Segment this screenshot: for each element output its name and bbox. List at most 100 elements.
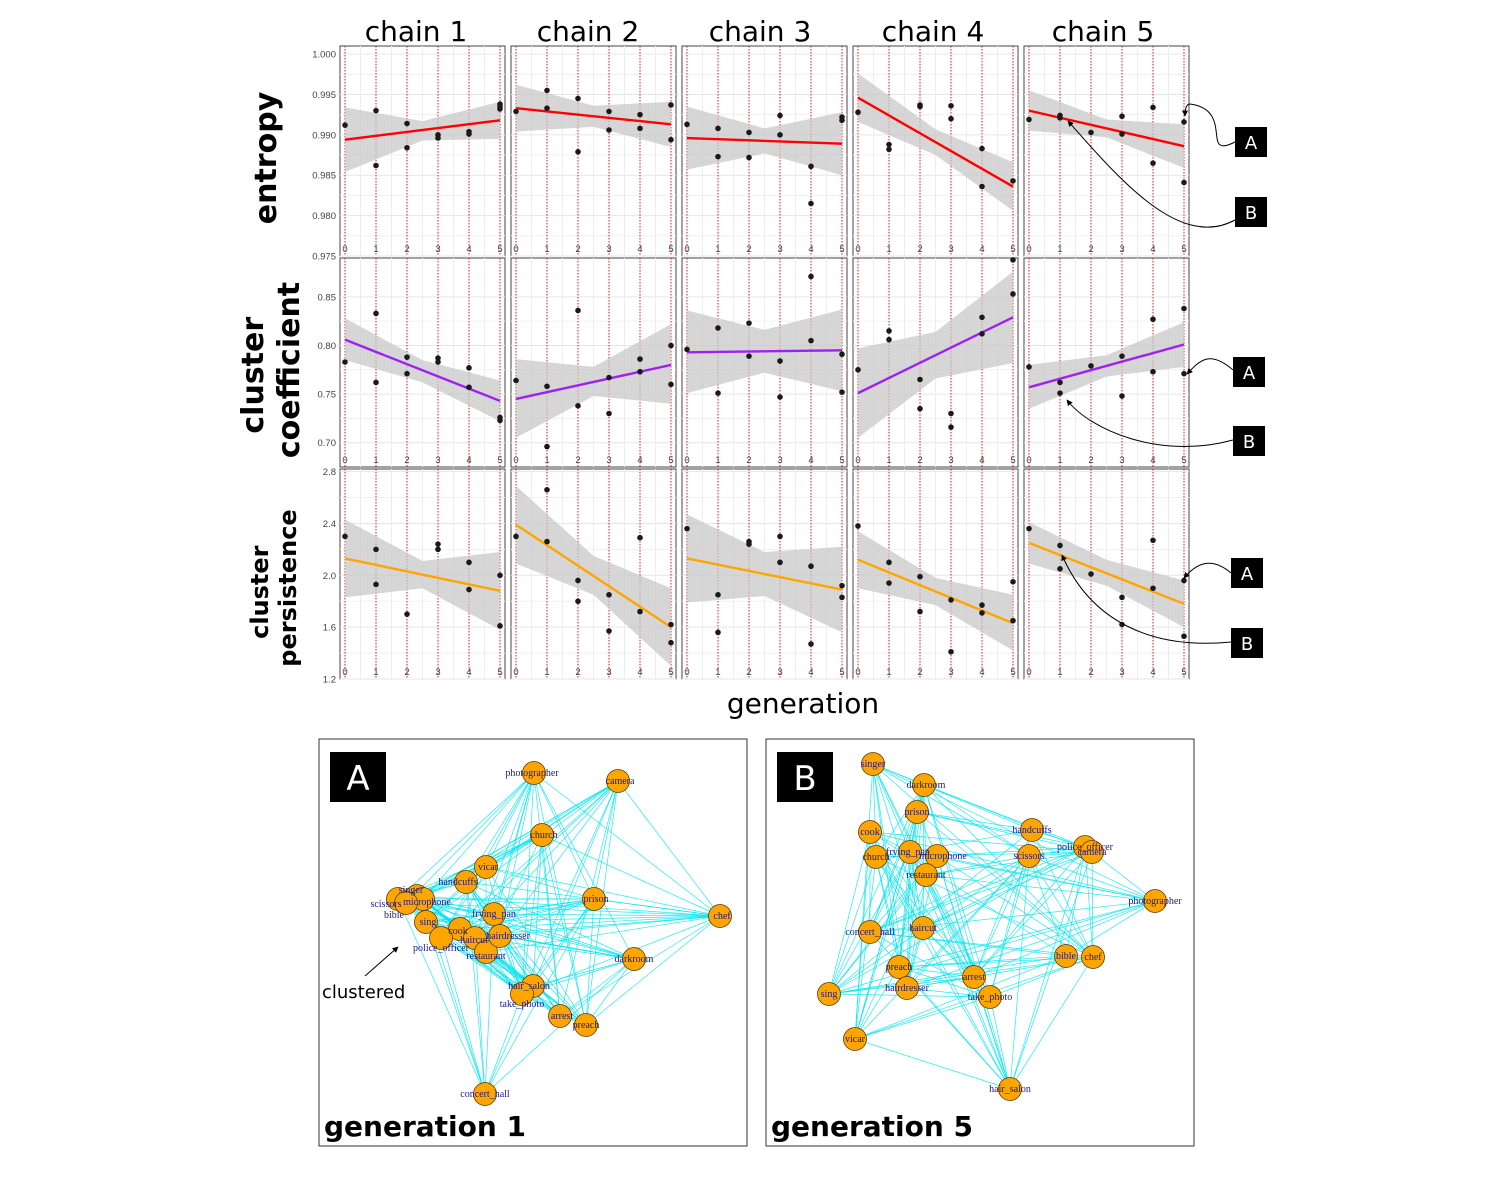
data-point — [979, 314, 985, 321]
network-node — [1081, 945, 1105, 969]
data-point — [746, 154, 752, 161]
network-edge — [484, 993, 523, 1095]
network-node — [858, 820, 882, 844]
data-point — [575, 149, 581, 155]
network-node — [858, 920, 882, 944]
fit-line — [1028, 343, 1185, 389]
network-edge — [484, 898, 595, 1095]
network-node — [708, 904, 732, 928]
network-node — [895, 976, 919, 1000]
fit-line — [515, 106, 672, 126]
data-point — [1026, 116, 1032, 123]
network-node — [962, 965, 986, 989]
network-node-label: haircut — [460, 935, 488, 946]
callout-arrow — [1067, 120, 1236, 228]
x-tick-label: 3 — [948, 244, 953, 255]
x-tick-label: 4 — [637, 244, 642, 255]
data-point — [777, 132, 783, 138]
data-point — [637, 534, 643, 541]
x-tick-label: 0 — [513, 244, 518, 255]
x-tick-label: 2 — [917, 667, 922, 678]
data-point — [715, 125, 721, 132]
network-node-label: frying_pan — [472, 909, 516, 920]
network-title: generation 5 — [771, 1110, 973, 1143]
network-node — [454, 870, 478, 894]
network-node-label: church — [862, 852, 889, 863]
data-point — [637, 608, 643, 615]
fit-line — [1028, 109, 1185, 148]
fit-line — [686, 136, 843, 145]
network-edge — [397, 898, 486, 1095]
network-node-label: sing — [420, 917, 437, 928]
network-node — [414, 910, 438, 934]
data-point — [808, 337, 814, 344]
network-edge — [593, 780, 619, 900]
data-point — [497, 103, 503, 110]
network-edge — [541, 834, 561, 1017]
network-edge — [973, 855, 1030, 978]
network-edge — [875, 784, 925, 858]
network-edge — [906, 987, 991, 998]
data-point — [637, 111, 643, 118]
network-edge — [465, 881, 635, 960]
data-point — [1057, 379, 1063, 386]
callout-A: A — [1182, 103, 1267, 157]
network-edge — [936, 855, 1156, 902]
data-point — [855, 109, 861, 116]
x-tick-label: 1 — [715, 667, 720, 678]
network-edge — [397, 772, 535, 900]
network-edge — [532, 780, 619, 987]
network-edge — [828, 955, 1067, 995]
data-point — [1119, 594, 1125, 601]
data-point — [668, 136, 674, 143]
network-edge — [916, 811, 1093, 853]
data-point — [1181, 577, 1187, 584]
network-node-label: prison — [584, 894, 609, 905]
panel-1-1: 0 1 2 3 4 5 — [339, 45, 506, 257]
x-tick-label: 1 — [544, 455, 549, 466]
network-edge — [440, 915, 721, 939]
data-point — [606, 628, 612, 634]
row-label-entropy: entropy — [249, 91, 284, 224]
network-node-label: scissors — [370, 899, 401, 910]
network-panels: photographercamerachurchvicarhandcuffssi… — [318, 738, 1195, 1147]
network-edge — [585, 958, 635, 1026]
network-node-label: camera — [606, 776, 635, 787]
network-edge — [869, 831, 1011, 1090]
network-edge — [936, 846, 1086, 857]
network-edge — [875, 856, 1094, 958]
data-point — [1057, 115, 1063, 121]
x-tick-label: 3 — [606, 667, 611, 678]
network-edge — [906, 811, 918, 989]
callout-arrow — [1061, 554, 1232, 644]
x-tick-label: 5 — [497, 667, 502, 678]
network-edge — [493, 898, 595, 915]
network-node-label: hair_salon — [989, 1084, 1031, 1095]
callout-B: B — [1067, 120, 1267, 228]
x-tick-label: 1 — [1057, 244, 1062, 255]
data-point — [466, 586, 472, 593]
network-node — [582, 887, 606, 911]
network-edge — [869, 846, 1086, 933]
callout-label: A — [1243, 363, 1256, 384]
x-tick-label: 3 — [1119, 667, 1124, 678]
network-edge — [828, 829, 1033, 995]
network-tag-label: B — [793, 759, 816, 799]
y-tick-label: 1.2 — [323, 675, 336, 686]
data-point — [544, 105, 550, 111]
network-edge — [925, 851, 1093, 876]
data-point — [575, 402, 581, 409]
network-node-label: chef — [1084, 952, 1102, 963]
network-edge — [422, 772, 535, 900]
network-edge — [499, 772, 535, 937]
data-point — [715, 629, 721, 636]
network-edge — [828, 956, 1094, 995]
chain-title: chain 1 — [365, 15, 468, 48]
network-edge — [925, 855, 1030, 876]
fit-line — [857, 96, 1014, 188]
network-node — [1080, 840, 1104, 864]
row-labels: entropy cluster coefficient cluster pers… — [236, 91, 307, 666]
data-point — [1181, 119, 1187, 125]
